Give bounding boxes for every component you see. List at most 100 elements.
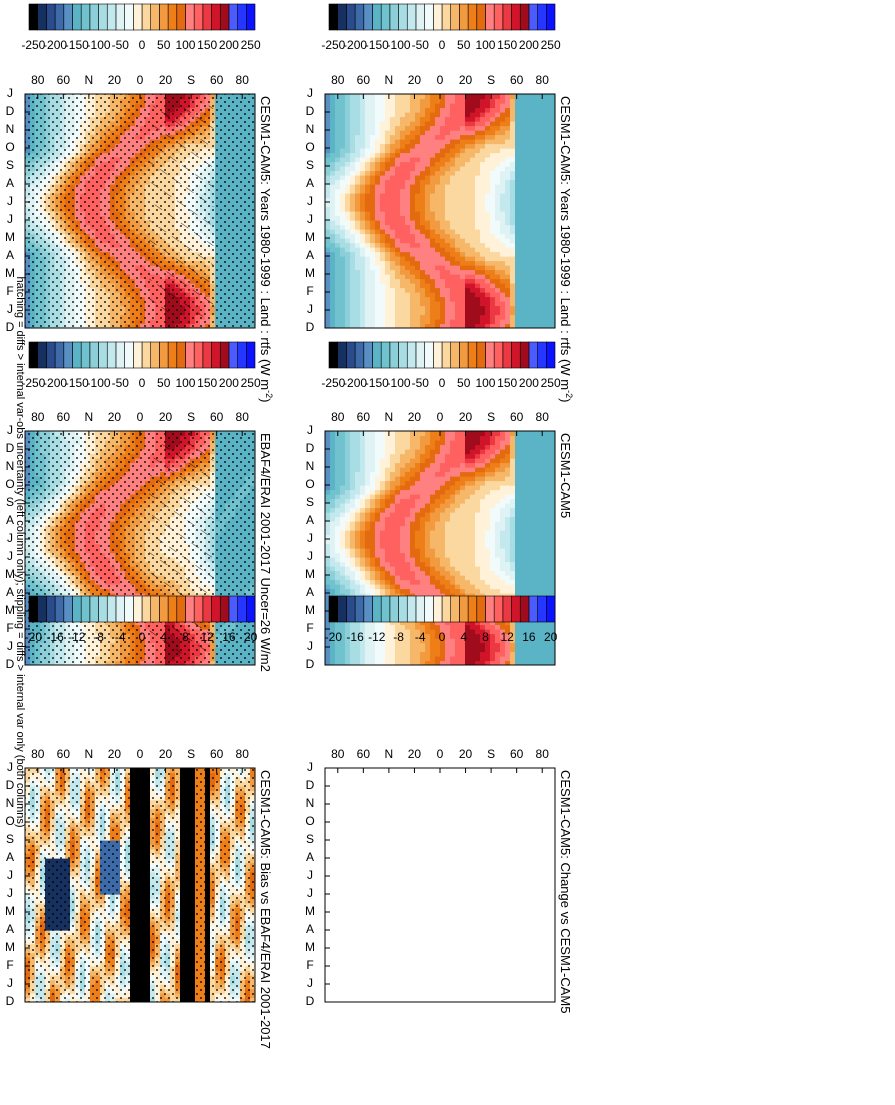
colorbar-label: -100 — [87, 38, 111, 52]
colorbar-label: 250 — [241, 376, 261, 390]
colorbar-box — [89, 341, 99, 369]
month-tick-label: S — [6, 495, 14, 509]
colorbar-box — [237, 3, 247, 31]
colorbar-label: 50 — [157, 38, 171, 52]
stipple-overlay — [25, 94, 255, 328]
month-tick-label: D — [6, 441, 15, 455]
month-tick-label: F — [6, 284, 13, 298]
month-tick-label: M — [5, 266, 15, 280]
panel-title-sup: -2 — [264, 390, 274, 398]
lat-tick-label: 80 — [31, 73, 45, 87]
colorbar-box — [72, 341, 82, 369]
heatmap-cells — [25, 768, 255, 1002]
colorbar-box — [115, 3, 125, 31]
colorbar-label: 0 — [139, 38, 146, 52]
colorbar-box — [28, 341, 38, 369]
lat-tick-label: S — [187, 410, 195, 424]
colorbar-label: 250 — [241, 38, 261, 52]
colorbar-box — [167, 341, 178, 369]
colorbar-label: 50 — [157, 376, 171, 390]
colorbar-box — [176, 3, 186, 31]
colorbar-label: -250 — [21, 38, 45, 52]
colorbar-label: 150 — [197, 38, 217, 52]
lat-tick-label: 20 — [159, 410, 173, 424]
colorbar-box — [185, 3, 195, 31]
lat-tick-label: 60 — [210, 73, 224, 87]
colorbar-box — [193, 3, 204, 31]
colorbar-box — [37, 341, 47, 369]
colorbar-label: 200 — [219, 38, 239, 52]
month-tick-label: J — [7, 531, 13, 545]
colorbar-box — [46, 341, 56, 369]
colorbar-box — [228, 3, 238, 31]
lat-tick-label: 0 — [137, 73, 144, 87]
colorbar-box — [202, 3, 212, 31]
month-tick-label: S — [6, 158, 14, 172]
month-tick-label: M — [5, 230, 15, 244]
panel-title: EBAF4/ERAI 2001-2017 Uncer=26 W/m2 — [258, 433, 273, 672]
panel-title: CESM1-CAM5: Years 1980-1999 : Land : rtf… — [258, 96, 274, 402]
month-tick-label: N — [6, 122, 15, 136]
colorbar-box — [246, 341, 256, 369]
lat-tick-label: 80 — [236, 73, 250, 87]
colorbar-box — [228, 341, 238, 369]
month-tick-label: A — [6, 176, 14, 190]
colorbar-box — [106, 3, 117, 31]
colorbar-box — [159, 341, 169, 369]
month-tick-label: A — [6, 248, 14, 262]
lat-tick-label: 20 — [159, 73, 173, 87]
month-tick-label: J — [7, 212, 13, 226]
colorbar-label: 150 — [197, 376, 217, 390]
colorbar-box — [54, 3, 65, 31]
colorbar-box — [167, 3, 178, 31]
colorbar-label: -250 — [21, 376, 45, 390]
month-tick-label: J — [7, 423, 13, 437]
month-tick-label: A — [6, 513, 14, 527]
colorbar-box — [193, 341, 204, 369]
lat-tick-label: 60 — [57, 73, 71, 87]
colorbar-box — [150, 341, 160, 369]
colorbar-box — [211, 3, 221, 31]
colorbar-box — [124, 341, 134, 369]
colorbar-box — [28, 3, 38, 31]
colorbar-box — [106, 341, 117, 369]
month-tick-label: O — [5, 477, 14, 491]
colorbar-box — [133, 341, 143, 369]
colorbar-label: -50 — [112, 376, 130, 390]
month-tick-label: A — [6, 585, 14, 599]
month-tick-label: N — [6, 459, 15, 473]
heatmap-cells — [25, 94, 255, 328]
month-tick-label: J — [7, 194, 13, 208]
colorbar-box — [98, 3, 108, 31]
panel-title-end: ) — [258, 398, 273, 402]
colorbar-box — [115, 341, 125, 369]
colorbar-box — [219, 3, 230, 31]
colorbar-label: 100 — [175, 38, 195, 52]
lat-tick-label: 0 — [137, 410, 144, 424]
colorbar-box — [176, 341, 186, 369]
month-tick-label: J — [7, 549, 13, 563]
month-tick-label: D — [6, 657, 15, 671]
lat-tick-label: N — [85, 410, 94, 424]
month-tick-label: F — [6, 621, 13, 635]
colorbar-box — [124, 3, 134, 31]
lat-tick-label: 60 — [57, 410, 71, 424]
colorbar-box — [141, 3, 151, 31]
colorbar-box — [63, 3, 73, 31]
colorbar-box — [159, 3, 169, 31]
colorbar-box — [54, 341, 65, 369]
colorbar-box — [89, 3, 99, 31]
colorbar-box — [133, 3, 143, 31]
colorbar-box — [80, 341, 91, 369]
colorbar-box — [98, 341, 108, 369]
colorbar-box — [141, 341, 151, 369]
colorbar-box — [46, 3, 56, 31]
month-tick-label: O — [5, 140, 14, 154]
month-tick-label: J — [7, 86, 13, 100]
